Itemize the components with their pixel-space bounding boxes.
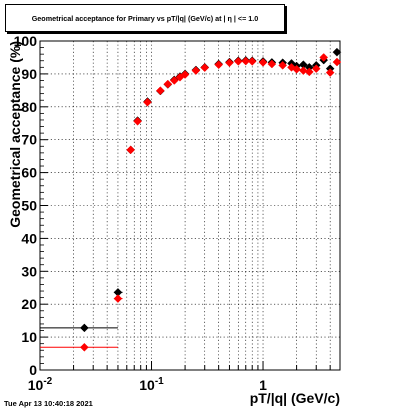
data-point: [319, 53, 329, 62]
y-tick-label: 100: [14, 33, 38, 49]
series-2: [40, 53, 342, 352]
data-point: [311, 64, 321, 73]
y-tick-label: 30: [21, 263, 37, 279]
y-tick-label: 60: [21, 165, 37, 181]
axis-ticks: 0 10 20 30 40 50 60 70 80 90 100 10-2 10-1 1: [14, 33, 331, 393]
chart-title-box: Geometrical acceptance for Primary vs pT…: [5, 4, 285, 32]
data-point: [126, 145, 136, 155]
data-point: [191, 66, 201, 75]
y-tick-label: 90: [21, 66, 37, 82]
y-tick-label: 20: [21, 296, 37, 312]
x-tick-label: 10-2: [28, 376, 53, 393]
y-tick-label: 50: [21, 198, 37, 214]
series-1: [40, 47, 342, 333]
data-markers: [40, 47, 342, 352]
data-point: [163, 79, 173, 89]
y-tick-label: 10: [21, 329, 37, 345]
data-point: [258, 58, 268, 67]
data-point: [278, 60, 288, 70]
data-point: [113, 294, 123, 303]
data-point: [332, 47, 342, 57]
grid-lines: [40, 41, 340, 370]
x-tick-label: 10-1: [139, 376, 164, 393]
data-point: [80, 323, 89, 333]
plot-frame: [39, 40, 341, 371]
chart-title: Geometrical acceptance for Primary vs pT…: [31, 13, 259, 23]
data-point: [155, 86, 165, 96]
data-point: [292, 64, 301, 74]
data-point: [214, 60, 224, 70]
y-tick-label: 80: [21, 99, 37, 115]
data-point: [225, 58, 234, 68]
data-point: [133, 116, 142, 126]
data-point: [267, 59, 277, 69]
y-tick-label: 0: [29, 362, 37, 378]
data-point: [304, 67, 314, 77]
timestamp: Tue Apr 13 10:40:18 2021: [4, 399, 93, 408]
data-point: [169, 76, 179, 85]
data-point: [200, 63, 210, 73]
data-point: [332, 57, 342, 67]
data-point: [233, 57, 243, 66]
data-point: [143, 97, 152, 107]
data-point: [325, 68, 335, 77]
data-point: [241, 56, 251, 66]
y-tick-label: 40: [21, 230, 37, 246]
data-point: [299, 66, 308, 75]
x-axis-label: pT/|q| (GeV/c): [250, 390, 340, 406]
data-point: [247, 57, 257, 66]
y-tick-label: 70: [21, 132, 37, 148]
x-tick-label: 1: [259, 377, 267, 393]
data-point: [80, 342, 89, 352]
data-point: [180, 70, 190, 79]
y-axis-label: Geometrical acceptance (%): [7, 41, 23, 228]
